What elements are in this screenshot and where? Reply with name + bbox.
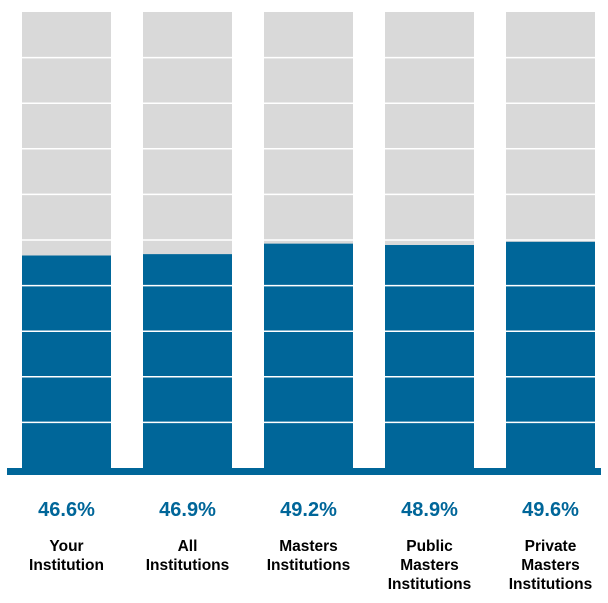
value-bar: [506, 241, 595, 468]
category-label: Private Masters Institutions: [509, 538, 593, 593]
value-bar: [143, 254, 232, 468]
category-labels: Your Institution All Institutions Masters Ins…: [29, 538, 592, 593]
category-label: All Institutions: [146, 538, 230, 574]
value-label: 48.9%: [401, 499, 458, 521]
value-bar: [22, 255, 111, 468]
chart-baseline: [7, 468, 601, 475]
value-label: 46.6%: [38, 499, 95, 521]
value-bar: [264, 243, 353, 468]
value-label: 46.9%: [159, 499, 216, 521]
category-label: Public Masters Institutions: [388, 538, 472, 593]
value-labels: 46.6% 46.9% 49.2% 48.9% 49.6%: [38, 499, 579, 521]
value-label: 49.2%: [280, 499, 337, 521]
value-bars: [22, 241, 595, 468]
gridlines: [22, 56, 595, 424]
value-bar: [385, 245, 474, 468]
value-label: 49.6%: [522, 499, 579, 521]
category-label: Your Institution: [29, 538, 104, 574]
category-label: Masters Institutions: [267, 538, 351, 574]
